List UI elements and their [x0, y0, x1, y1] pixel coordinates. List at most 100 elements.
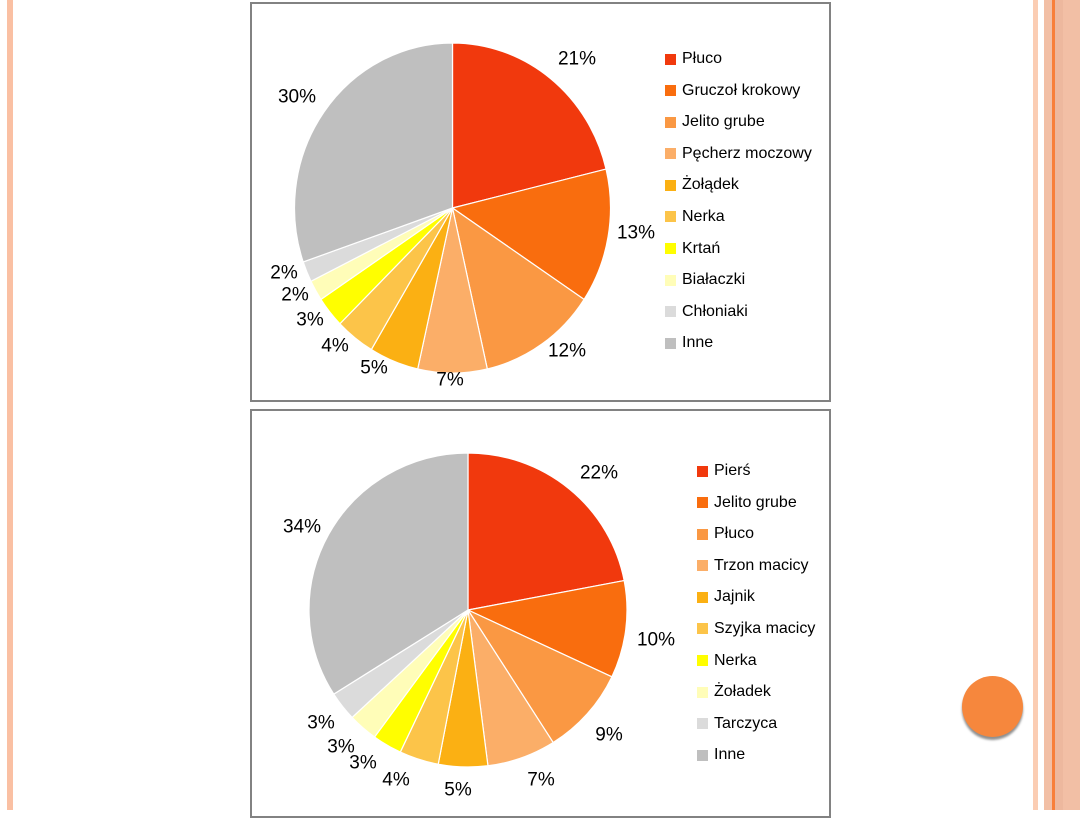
- legend-swatch-icon: [697, 497, 708, 509]
- right-edge-band: [1044, 0, 1080, 810]
- pie-slice-1: [451, 42, 607, 209]
- legend-item-1: Płuco: [665, 49, 812, 70]
- legend-swatch-icon: [665, 53, 676, 65]
- pie-chart-bottom: 22% 10% 9% 7% 5% 4% 3% 3% 3% 34% Pierś Jelito grube…: [252, 411, 829, 816]
- legend-item-7: Krtań: [665, 238, 812, 259]
- accent-circle: [962, 676, 1023, 737]
- data-label-2: 13%: [616, 222, 656, 244]
- legend-item-4: Pęcherz moczowy: [665, 143, 812, 164]
- legend-item-2: Jelito grube: [697, 492, 815, 513]
- legend-label: Białaczki: [682, 271, 746, 289]
- pie-slice-2: [451, 168, 612, 301]
- data-label-1: 21%: [557, 48, 597, 70]
- legend-item-8: Żoładek: [697, 682, 815, 703]
- legend-label: Inne: [682, 334, 714, 352]
- legend-label: Jelito grube: [682, 113, 765, 131]
- legend-item-3: Jelito grube: [665, 112, 812, 133]
- legend-swatch-icon: [697, 560, 708, 572]
- legend-item-3: Płuco: [697, 524, 815, 545]
- chart-box-top: 21% 13% 12% 7% 5% 4% 3% 2% 2% 30% Płuco Gruczoł kro…: [250, 2, 831, 402]
- legend-swatch-icon: [665, 179, 676, 191]
- legend-item-8: Białaczki: [665, 270, 812, 291]
- legend-item-10: Inne: [665, 333, 812, 354]
- legend-item-5: Żołądek: [665, 175, 812, 196]
- legend-item-5: Jajnik: [697, 587, 815, 608]
- pie-slice-10: [293, 42, 454, 263]
- legend-swatch-icon: [665, 148, 676, 160]
- legend-swatch-icon: [665, 243, 676, 255]
- legend-label: Żołądek: [682, 176, 739, 194]
- legend-swatch-icon: [665, 274, 676, 286]
- legend-label: Krtań: [682, 239, 721, 257]
- legend-label: Trzon macicy: [714, 556, 809, 574]
- legend-swatch-icon: [665, 85, 676, 97]
- legend: Pierś Jelito grube Płuco Trzon macicy Jajnik…: [697, 461, 815, 777]
- legend-swatch-icon: [697, 686, 708, 698]
- left-edge-stripe: [7, 0, 13, 810]
- pie-chart-top: 21% 13% 12% 7% 5% 4% 3% 2% 2% 30% Płuco Gruczoł kro…: [252, 4, 829, 400]
- right-band-accent-line: [1052, 0, 1055, 810]
- legend-swatch-icon: [697, 749, 708, 761]
- legend-swatch-icon: [665, 116, 676, 128]
- legend-label: Pęcherz moczowy: [682, 144, 812, 162]
- legend-swatch-icon: [697, 718, 708, 730]
- data-label-8: 2%: [281, 284, 309, 306]
- legend-item-10: Inne: [697, 745, 815, 766]
- legend-swatch-icon: [665, 306, 676, 318]
- legend-swatch-icon: [697, 623, 708, 635]
- legend-label: Nerka: [682, 207, 725, 225]
- legend-swatch-icon: [665, 337, 676, 349]
- legend-swatch-icon: [697, 528, 708, 540]
- pie-slice-10: [308, 452, 469, 695]
- data-label-5: 5%: [360, 357, 388, 379]
- pie-slice-3: [466, 608, 613, 744]
- right-thin-stripe: [1033, 0, 1038, 810]
- legend-item-9: Chłoniaki: [665, 301, 812, 322]
- data-label-4: 7%: [527, 769, 555, 791]
- legend-swatch-icon: [665, 211, 676, 223]
- data-label-6: 4%: [321, 335, 349, 357]
- legend-item-6: Nerka: [665, 206, 812, 227]
- data-label-10: 30%: [277, 86, 317, 108]
- right-band-shade: [1055, 0, 1063, 810]
- legend-label: Żoładek: [714, 683, 771, 701]
- data-label-10: 34%: [282, 516, 322, 538]
- data-label-3: 12%: [547, 340, 587, 362]
- legend-item-1: Pierś: [697, 461, 815, 482]
- data-label-8: 3%: [327, 736, 355, 758]
- data-label-4: 7%: [436, 369, 464, 391]
- data-label-7: 3%: [349, 752, 377, 774]
- data-label-9: 2%: [270, 262, 298, 284]
- legend-item-2: Gruczoł krokowy: [665, 80, 812, 101]
- chart-box-bottom: 22% 10% 9% 7% 5% 4% 3% 3% 3% 34% Pierś Jelito grube…: [250, 409, 831, 818]
- data-label-7: 3%: [296, 309, 324, 331]
- legend-label: Chłoniaki: [682, 302, 748, 320]
- legend-swatch-icon: [697, 465, 708, 477]
- data-label-3: 9%: [595, 724, 623, 746]
- legend-item-4: Trzon macicy: [697, 555, 815, 576]
- data-label-1: 22%: [579, 462, 619, 484]
- legend-label: Nerka: [714, 651, 757, 669]
- legend-label: Tarczyca: [714, 714, 778, 732]
- data-label-5: 5%: [444, 779, 472, 801]
- legend-label: Gruczoł krokowy: [682, 81, 801, 99]
- data-label-2: 10%: [636, 629, 676, 651]
- legend-swatch-icon: [697, 591, 708, 603]
- legend-label: Jelito grube: [714, 493, 797, 511]
- legend-label: Pierś: [714, 462, 751, 479]
- cancer-incidence-pie-bottom: [308, 452, 628, 768]
- pie-slice-1: [467, 452, 625, 611]
- data-label-9: 3%: [307, 712, 335, 734]
- pie-slice-2: [466, 579, 628, 678]
- legend: Płuco Gruczoł krokowy Jelito grube Pęcherz …: [665, 49, 812, 365]
- legend-label: Płuco: [682, 50, 723, 67]
- legend-item-6: Szyjka macicy: [697, 618, 815, 639]
- legend-item-9: Tarczyca: [697, 713, 815, 734]
- legend-label: Jajnik: [714, 588, 755, 606]
- legend-item-7: Nerka: [697, 650, 815, 671]
- legend-label: Inne: [714, 746, 746, 764]
- legend-swatch-icon: [697, 655, 708, 667]
- data-label-6: 4%: [382, 769, 410, 791]
- legend-label: Szyjka macicy: [714, 619, 816, 637]
